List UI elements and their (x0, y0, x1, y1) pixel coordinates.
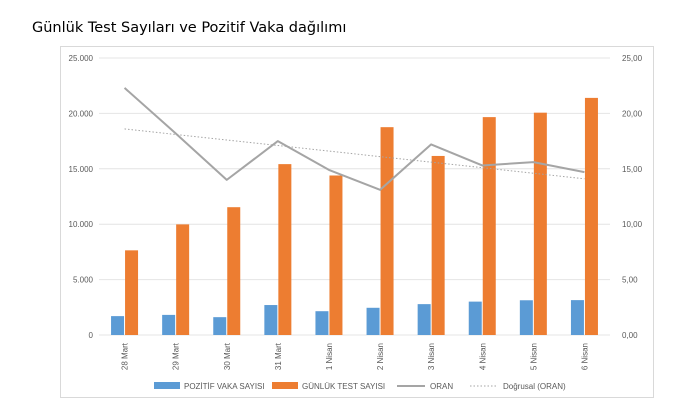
x-tick-label: 3 Nisan (427, 343, 436, 370)
x-tick-label: 28 Mart (121, 342, 130, 370)
bar-pozitif-vaka (519, 300, 533, 335)
y-left-tick-label: 15.000 (69, 165, 94, 174)
legend-label-trend: Doğrusal (ORAN) (503, 382, 566, 391)
y-right-tick-label: 5,00 (622, 276, 638, 285)
y-right-tick-label: 0,00 (622, 331, 638, 340)
bar-pozitif-vaka (570, 300, 584, 335)
chart-frame (60, 46, 654, 398)
page-title: Günlük Test Sayıları ve Pozitif Vaka dağ… (32, 20, 347, 36)
bar-pozitif-vaka (315, 311, 329, 335)
bar-gunluk-test (380, 127, 394, 335)
x-tick-label: 31 Mart (274, 342, 283, 370)
x-tick-label: 6 Nisan (580, 343, 589, 370)
bar-gunluk-test (329, 175, 343, 335)
x-tick-label: 2 Nisan (376, 343, 385, 370)
x-tick-label: 4 Nisan (478, 343, 487, 370)
legend-swatch-gunluk (272, 382, 298, 389)
bar-gunluk-test (176, 224, 190, 335)
bar-gunluk-test (482, 117, 496, 335)
x-tick-label: 29 Mart (172, 342, 181, 370)
y-right-tick-label: 25,00 (622, 54, 643, 63)
y-right-tick-label: 15,00 (622, 165, 643, 174)
bar-gunluk-test (533, 112, 547, 335)
bar-gunluk-test (227, 207, 241, 335)
bar-gunluk-test (125, 250, 139, 335)
x-tick-label: 30 Mart (223, 342, 232, 370)
bar-pozitif-vaka (111, 316, 125, 335)
line-trend-oran (124, 128, 585, 180)
y-left-tick-label: 5.000 (73, 276, 94, 285)
y-left-tick-label: 10.000 (69, 220, 94, 229)
bar-gunluk-test (278, 164, 292, 335)
bar-pozitif-vaka (366, 307, 380, 335)
x-tick-label: 1 Nisan (325, 343, 334, 370)
bar-gunluk-test (584, 97, 598, 335)
legend-label-gunluk: GÜNLÜK TEST SAYISI (302, 382, 385, 391)
x-tick-label: 5 Nisan (529, 343, 538, 370)
y-right-tick-label: 20,00 (622, 109, 643, 118)
legend-swatch-pozitif (154, 382, 180, 389)
y-left-tick-label: 0 (89, 331, 94, 340)
legend-label-pozitif: POZİTİF VAKA SAYISI (184, 382, 265, 391)
bar-pozitif-vaka (417, 304, 431, 335)
bar-pozitif-vaka (162, 314, 176, 335)
legend-label-oran: ORAN (430, 382, 453, 391)
bar-gunluk-test (431, 155, 445, 335)
bar-pozitif-vaka (213, 317, 227, 335)
y-right-tick-label: 10,00 (622, 220, 643, 229)
bar-pozitif-vaka (264, 305, 278, 335)
y-left-tick-label: 20.000 (69, 109, 94, 118)
bar-pozitif-vaka (468, 301, 482, 335)
y-left-tick-label: 25.000 (69, 54, 94, 63)
line-oran (123, 87, 585, 191)
